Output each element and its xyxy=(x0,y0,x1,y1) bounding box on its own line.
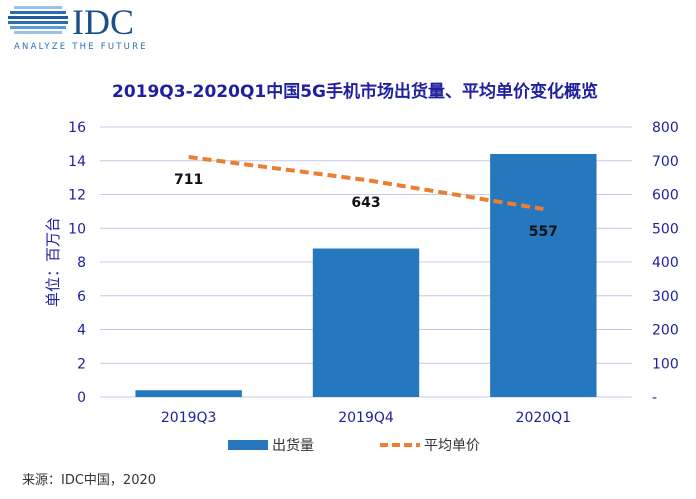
y2-tick-label: - xyxy=(652,390,657,406)
x-tick-label: 2019Q4 xyxy=(338,410,394,426)
data-label: 643 xyxy=(351,195,380,211)
y2-tick-label: 700 xyxy=(652,154,679,170)
logo-wordmark: IDC xyxy=(72,2,134,42)
data-label: 557 xyxy=(529,224,558,240)
data-label: 711 xyxy=(174,172,203,188)
y-tick-label: 4 xyxy=(77,323,86,339)
y2-tick-label: 500 xyxy=(652,221,679,237)
chart-title: 2019Q3-2020Q1中国5G手机市场出货量、平均单价变化概览 xyxy=(112,81,598,102)
legend-label-price: 平均单价 xyxy=(424,438,480,454)
x-tick-label: 2019Q3 xyxy=(161,410,217,426)
idc-logo: IDC ANALYZE THE FUTURE xyxy=(8,2,148,52)
x-tick-label: 2020Q1 xyxy=(516,410,572,426)
legend-bar-swatch xyxy=(228,440,268,450)
y2-tick-label: 200 xyxy=(652,323,679,339)
y2-tick-label: 800 xyxy=(652,120,679,136)
legend: 出货量 平均单价 xyxy=(228,437,480,454)
price-line xyxy=(188,155,544,211)
y-tick-label: 12 xyxy=(68,188,86,204)
logo-tagline: ANALYZE THE FUTURE xyxy=(14,42,148,52)
legend-label-shipments: 出货量 xyxy=(272,437,314,454)
globe-icon xyxy=(8,6,68,34)
y-tick-label: 6 xyxy=(77,289,86,305)
y-tick-label: 14 xyxy=(68,154,86,170)
bar xyxy=(135,390,242,397)
source-note: 来源：IDC中国，2020 xyxy=(22,473,156,488)
y-tick-label: 0 xyxy=(77,390,86,406)
bar xyxy=(312,248,420,397)
y2-tick-label: 300 xyxy=(652,289,679,305)
bar xyxy=(490,154,597,397)
y-tick-label: 8 xyxy=(77,255,86,271)
y2-tick-label: 600 xyxy=(652,188,679,204)
y-tick-label: 2 xyxy=(77,356,86,372)
y-tick-label: 10 xyxy=(68,221,86,237)
y2-tick-label: 100 xyxy=(652,356,679,372)
y-axis-label: 单位：百万台 xyxy=(44,217,62,307)
y-tick-label: 16 xyxy=(68,120,86,136)
y2-tick-label: 400 xyxy=(652,255,679,271)
